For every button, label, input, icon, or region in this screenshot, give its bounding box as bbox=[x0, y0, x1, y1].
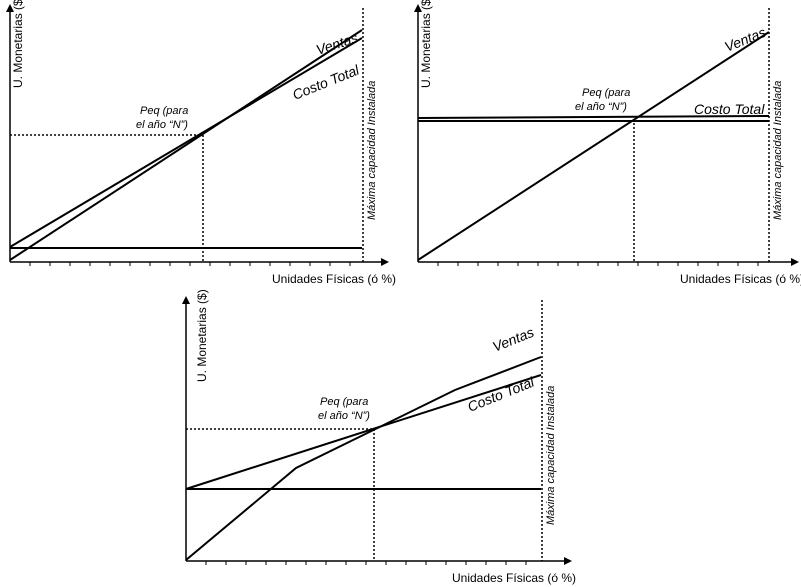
d1-peq-line1: Peq (para bbox=[140, 105, 188, 117]
d3-y-label: U. Monetarias ($) bbox=[195, 289, 209, 382]
d3-x-label: Unidades Físicas (ó %) bbox=[452, 571, 576, 585]
d3-cost-line bbox=[185, 374, 542, 490]
d3-peq-line2: el año “N”) bbox=[318, 410, 370, 422]
d2-peq-line1: Peq (para bbox=[582, 87, 630, 99]
d3-capacity-label: Máxima capacidad Instalada bbox=[545, 386, 557, 525]
d3-cost-label: Costo Total bbox=[465, 373, 537, 415]
d1-cost-line bbox=[9, 37, 363, 248]
d2-y-label: U. Monetarias ($) bbox=[419, 0, 433, 88]
d2-capacity-label: Máxima capacidad Instalada bbox=[772, 81, 784, 220]
d1-y-label: U. Monetarias ($) bbox=[11, 0, 25, 88]
d3-x-ticks bbox=[205, 561, 527, 565]
d2-cost-line bbox=[417, 115, 770, 119]
d3-sales-label: Ventas bbox=[490, 324, 536, 355]
d2-sales-label: Ventas bbox=[722, 24, 768, 55]
d3-peq-line1: Peq (para bbox=[320, 396, 368, 408]
d2-x-label: Unidades Físicas (ó %) bbox=[680, 272, 801, 286]
diagram-2: U. Monetarias ($) Unidades Físicas (ó %)… bbox=[414, 0, 801, 286]
d2-x-ticks bbox=[437, 262, 759, 266]
d2-sales-line bbox=[417, 31, 770, 261]
d1-sales-line bbox=[9, 29, 363, 261]
d1-capacity-label: Máxima capacidad Instalada bbox=[366, 81, 378, 220]
d3-sales-line bbox=[185, 356, 542, 561]
diagram-3: U. Monetarias ($) Unidades Físicas (ó %)… bbox=[182, 289, 576, 585]
d1-peq-line2: el año “N”) bbox=[136, 119, 188, 131]
d2-peq-line2: el año “N”) bbox=[575, 101, 627, 113]
diagram-1: U. Monetarias ($) Unidades Físicas (ó %)… bbox=[6, 0, 396, 286]
d2-cost-label: Costo Total bbox=[694, 101, 765, 117]
d1-x-label: Unidades Físicas (ó %) bbox=[272, 272, 396, 286]
d1-cost-label: Costo Total bbox=[290, 61, 362, 103]
d1-x-ticks bbox=[29, 262, 351, 266]
